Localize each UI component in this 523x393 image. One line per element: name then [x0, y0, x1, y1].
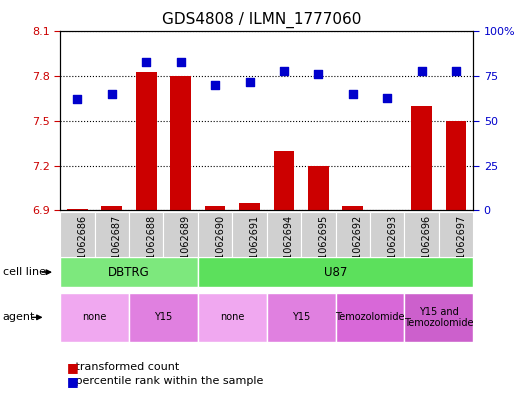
Bar [301, 212, 336, 257]
Point [245, 78, 254, 84]
Text: GSM1062697: GSM1062697 [456, 215, 466, 280]
Text: GSM1062688: GSM1062688 [146, 215, 156, 279]
Text: GSM1062694: GSM1062694 [284, 215, 294, 279]
Bar [336, 212, 370, 257]
Bar [411, 106, 432, 210]
Bar [404, 293, 473, 342]
Point [176, 59, 185, 65]
Bar [198, 212, 232, 257]
Point [280, 68, 288, 74]
Text: GSM1062686: GSM1062686 [77, 215, 87, 279]
Text: U87: U87 [324, 266, 347, 279]
Bar [439, 212, 473, 257]
Bar [205, 206, 225, 210]
Bar [129, 212, 163, 257]
Bar [170, 76, 191, 210]
Text: Temozolomide: Temozolomide [335, 312, 405, 322]
Text: GSM1062687: GSM1062687 [112, 215, 122, 280]
Point [349, 91, 357, 97]
Bar [60, 257, 198, 287]
Point [142, 59, 151, 65]
Bar [136, 72, 156, 210]
Text: GSM1062695: GSM1062695 [319, 215, 328, 280]
Text: agent: agent [3, 312, 35, 322]
Bar [308, 165, 329, 210]
Bar [67, 209, 88, 210]
Bar [336, 293, 404, 342]
Text: none: none [83, 312, 107, 322]
Point [417, 68, 426, 74]
Text: Y15 and
Temozolomide: Y15 and Temozolomide [404, 307, 474, 328]
Text: GSM1062693: GSM1062693 [387, 215, 397, 279]
Bar [404, 212, 439, 257]
Bar [232, 212, 267, 257]
Text: GSM1062689: GSM1062689 [180, 215, 191, 279]
Text: cell line: cell line [3, 267, 46, 277]
Bar [163, 212, 198, 257]
Point [211, 82, 219, 88]
Bar [101, 206, 122, 210]
Text: GSM1062696: GSM1062696 [422, 215, 431, 279]
Text: ■: ■ [67, 375, 78, 388]
Text: GSM1062692: GSM1062692 [353, 215, 363, 280]
Text: DBTRG: DBTRG [108, 266, 150, 279]
Bar [198, 293, 267, 342]
Bar [267, 212, 301, 257]
Bar [60, 293, 129, 342]
Text: Y15: Y15 [292, 312, 310, 322]
Point [383, 94, 391, 101]
Point [73, 96, 82, 103]
Point [314, 71, 323, 77]
Point [108, 91, 116, 97]
Bar [60, 212, 95, 257]
Text: GSM1062691: GSM1062691 [249, 215, 259, 279]
Text: GDS4808 / ILMN_1777060: GDS4808 / ILMN_1777060 [162, 12, 361, 28]
Text: ■: ■ [67, 361, 78, 374]
Text: percentile rank within the sample: percentile rank within the sample [65, 376, 264, 386]
Bar [267, 293, 336, 342]
Bar [129, 293, 198, 342]
Bar [198, 257, 473, 287]
Bar [95, 212, 129, 257]
Bar [343, 206, 363, 210]
Point [452, 68, 460, 74]
Bar [239, 203, 260, 210]
Text: transformed count: transformed count [65, 362, 179, 373]
Text: none: none [220, 312, 244, 322]
Text: Y15: Y15 [154, 312, 173, 322]
Text: GSM1062690: GSM1062690 [215, 215, 225, 279]
Bar [446, 121, 467, 210]
Bar [370, 212, 404, 257]
Bar [274, 151, 294, 210]
